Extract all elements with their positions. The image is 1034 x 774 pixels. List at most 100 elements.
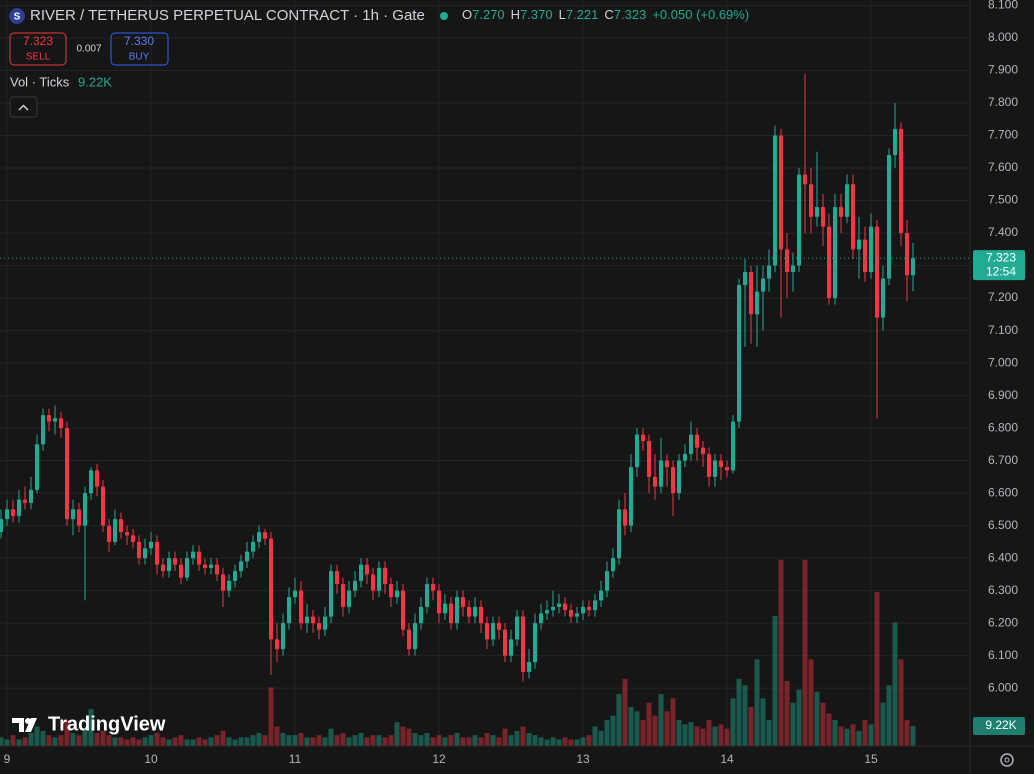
candle-body [239,561,243,572]
candle-body [95,470,99,487]
volume-bar [22,737,28,746]
volume-bar [808,659,814,746]
candle-body [371,574,375,591]
volume-bar [280,733,286,746]
candle-body [395,590,399,598]
volume-bar [790,702,796,746]
candle-body [875,226,879,318]
volume-bar [598,730,604,746]
volume-bar [4,739,10,746]
volume-bar [388,735,394,746]
volume-bar [454,733,460,746]
candle-body [797,174,801,266]
countdown: 12:54 [986,264,1016,278]
candle-body [719,460,723,468]
candle-body [353,580,357,591]
volume-bar [226,737,232,746]
candle-body [725,467,729,471]
settings-icon[interactable] [1000,753,1014,767]
candle-body [641,434,645,442]
volume-bar [142,737,148,746]
candle-body [383,567,387,585]
x-tick-label: 14 [720,752,734,766]
y-tick-label: 6.800 [988,420,1018,434]
collapse-icon[interactable] [18,104,29,111]
volume-bar [670,698,676,746]
candle-body [527,662,531,672]
volume-bar [712,726,718,746]
y-tick-label: 7.000 [988,355,1018,369]
candle-body [635,434,639,468]
candle-body [245,551,249,562]
candle-body [611,558,615,572]
candle-body [599,590,603,601]
volume-bar [748,707,754,746]
volume-bar [796,689,802,746]
candle-body [851,184,855,250]
candle-body [821,207,825,227]
volume-bar [826,713,832,746]
sell-label[interactable]: SELL [26,52,51,63]
candle-body [437,590,441,614]
candle-body [515,616,519,640]
candle-body [329,571,333,617]
candle-body [71,509,75,520]
candle-body [899,129,903,234]
volume-bar [232,739,238,746]
volume-bar [550,737,556,746]
candle-body [491,623,495,640]
candle-body [281,623,285,650]
candle-body [275,639,279,650]
y-tick-label: 8.100 [988,0,1018,12]
volume-tag [973,717,1025,736]
volume-bar [718,724,724,746]
candle-body [671,467,675,494]
candle-body [65,428,69,520]
volume-bar [802,559,808,746]
collapse-button[interactable] [9,96,38,118]
volume-bar [406,728,412,746]
sell-button[interactable] [9,32,67,66]
volume-bar [466,737,472,746]
ohlc-value: 7.323 [614,7,647,22]
volume-bar [514,730,520,746]
candle-body [305,616,309,624]
volume-bar [724,728,730,746]
y-tick-label: 6.900 [988,388,1018,402]
candle-body [35,444,39,490]
candle-body [125,532,129,536]
candle-body [29,489,33,503]
settings-icon[interactable] [1004,757,1010,763]
candle-body [155,541,159,565]
buy-button[interactable] [110,32,169,66]
volume-bar [430,737,436,746]
candle-body [185,558,189,578]
x-tick-label: 11 [289,752,302,766]
volume-bar [328,728,334,746]
volume-bar [772,616,778,746]
volume-bar [154,733,160,746]
volume-bar [394,722,400,746]
candle-body [833,207,837,299]
candle-body [137,541,141,559]
volume-bar [538,737,544,746]
buy-label[interactable]: BUY [129,52,150,63]
volume-bar [586,735,592,746]
volume-bar [166,739,172,746]
candle-body [839,207,843,217]
y-tick-label: 6.600 [988,485,1018,499]
volume-bar [700,728,706,746]
volume-bar [880,702,886,746]
buy-price[interactable]: 7.330 [124,34,154,48]
y-tick-label: 8.000 [988,30,1018,44]
ohlc-key: O [462,7,472,22]
sell-price[interactable]: 7.323 [23,34,53,48]
candle-body [449,603,453,624]
candle-body [617,509,621,559]
volume-bar [742,685,748,746]
candle-body [887,155,891,279]
volume-bar [316,735,322,746]
volume-bar [370,735,376,746]
ohlc-value: 7.221 [566,7,599,22]
